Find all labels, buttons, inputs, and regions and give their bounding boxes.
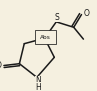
Text: O: O bbox=[0, 61, 2, 70]
Text: S: S bbox=[55, 13, 60, 22]
Text: H: H bbox=[35, 83, 41, 91]
Text: Abs: Abs bbox=[40, 35, 51, 40]
Text: N: N bbox=[35, 77, 41, 85]
Text: O: O bbox=[83, 9, 89, 18]
